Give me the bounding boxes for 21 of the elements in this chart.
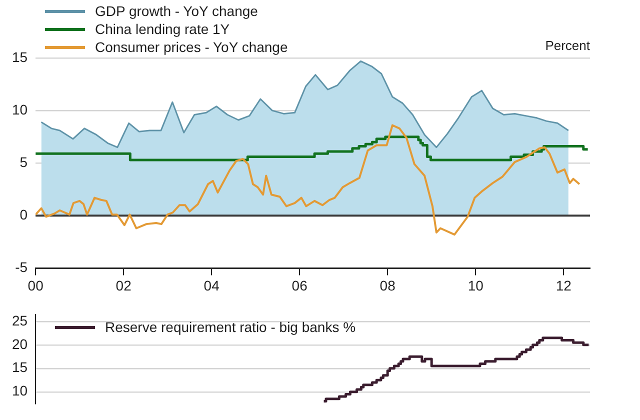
- y-tick-label: 5: [20, 154, 28, 170]
- y-tick-label: 0: [20, 206, 28, 223]
- x-tick-label: 08: [380, 277, 396, 294]
- legend-label: Reserve requirement ratio - big banks %: [105, 318, 356, 336]
- y-axis-title: Percent: [545, 38, 590, 53]
- x-tick-label: 10: [468, 277, 484, 294]
- legend-label: China lending rate 1Y: [95, 20, 230, 38]
- y-tick-label: -5: [15, 259, 28, 276]
- y-tick-label: 15: [12, 359, 28, 376]
- legend-label: Consumer prices - YoY change: [95, 38, 288, 56]
- y-tick-label: 15: [12, 48, 28, 65]
- x-tick-label: 06: [292, 277, 308, 294]
- x-tick-label: 12: [556, 277, 572, 294]
- y-tick-label: 25: [12, 312, 28, 328]
- y-tick-label: 10: [12, 382, 28, 399]
- x-tick-label: 02: [116, 277, 132, 294]
- x-tick-label: 04: [204, 277, 220, 294]
- y-tick-label: 20: [12, 336, 28, 352]
- legend-label: GDP growth - YoY change: [95, 2, 258, 20]
- x-tick-label: 00: [28, 277, 44, 294]
- y-tick-label: 10: [12, 101, 28, 118]
